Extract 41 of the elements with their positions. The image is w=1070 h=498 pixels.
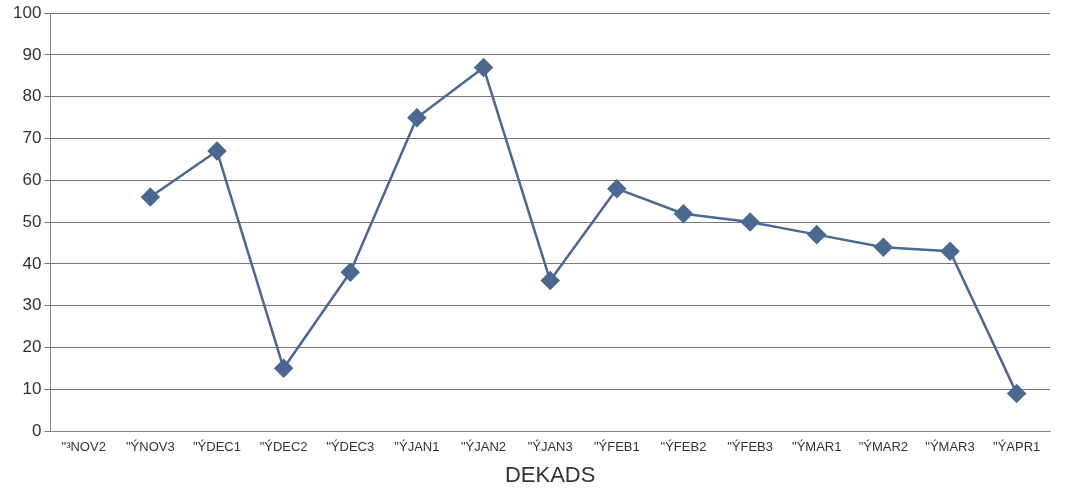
y-tick-label: 20 — [22, 337, 42, 357]
x-tick-label: "ÝJAN1 — [394, 439, 440, 455]
y-tick-label: 40 — [22, 253, 42, 273]
point — [341, 262, 360, 282]
point — [207, 141, 227, 161]
point — [540, 271, 560, 290]
y-tick-label: 90 — [22, 44, 42, 64]
y-tick-label: 80 — [22, 86, 42, 106]
point — [674, 204, 693, 223]
x-tick-label: "ÝDEC3 — [326, 439, 375, 455]
point — [807, 225, 826, 244]
y-tick-label: 70 — [22, 128, 42, 148]
point — [407, 108, 427, 127]
point — [740, 212, 760, 232]
y-tick-label: 100 — [12, 2, 42, 22]
x-tick-label: "ÝAPR1 — [993, 439, 1041, 455]
x-tick-label: "ÝDEC2 — [259, 439, 308, 455]
x-tick-label: "ÝNOV3 — [125, 439, 175, 455]
point — [940, 242, 960, 261]
point — [474, 58, 493, 77]
x-tick-label: "ÝMAR2 — [858, 439, 909, 455]
point — [1007, 384, 1026, 403]
x-tick-label: "ÝDEC1 — [192, 439, 241, 455]
x-tick-label: "ÝFEB1 — [593, 439, 640, 455]
y-tick-label: 0 — [31, 420, 42, 440]
x-tick-label: "ÝFEB3 — [727, 439, 774, 455]
y-tick-label: 60 — [22, 170, 42, 190]
point — [607, 179, 627, 198]
x-axis-title: DEKADS — [504, 461, 596, 487]
point — [141, 187, 160, 207]
x-tick-label: "ÝJAN2 — [461, 439, 507, 455]
point — [874, 237, 893, 257]
y-tick-label: 50 — [22, 211, 42, 231]
x-tick-label: "³NOV2 — [61, 439, 106, 455]
point — [274, 359, 293, 378]
y-tick-label: 30 — [22, 295, 42, 315]
x-tick-label: "ÝMAR1 — [792, 439, 842, 455]
x-tick-label: "ÝMAR3 — [925, 439, 975, 455]
x-tick-label: "ÝFEB2 — [660, 439, 707, 455]
x-tick-label: "ÝJAN3 — [527, 439, 573, 455]
y-tick-label: 10 — [22, 378, 42, 398]
